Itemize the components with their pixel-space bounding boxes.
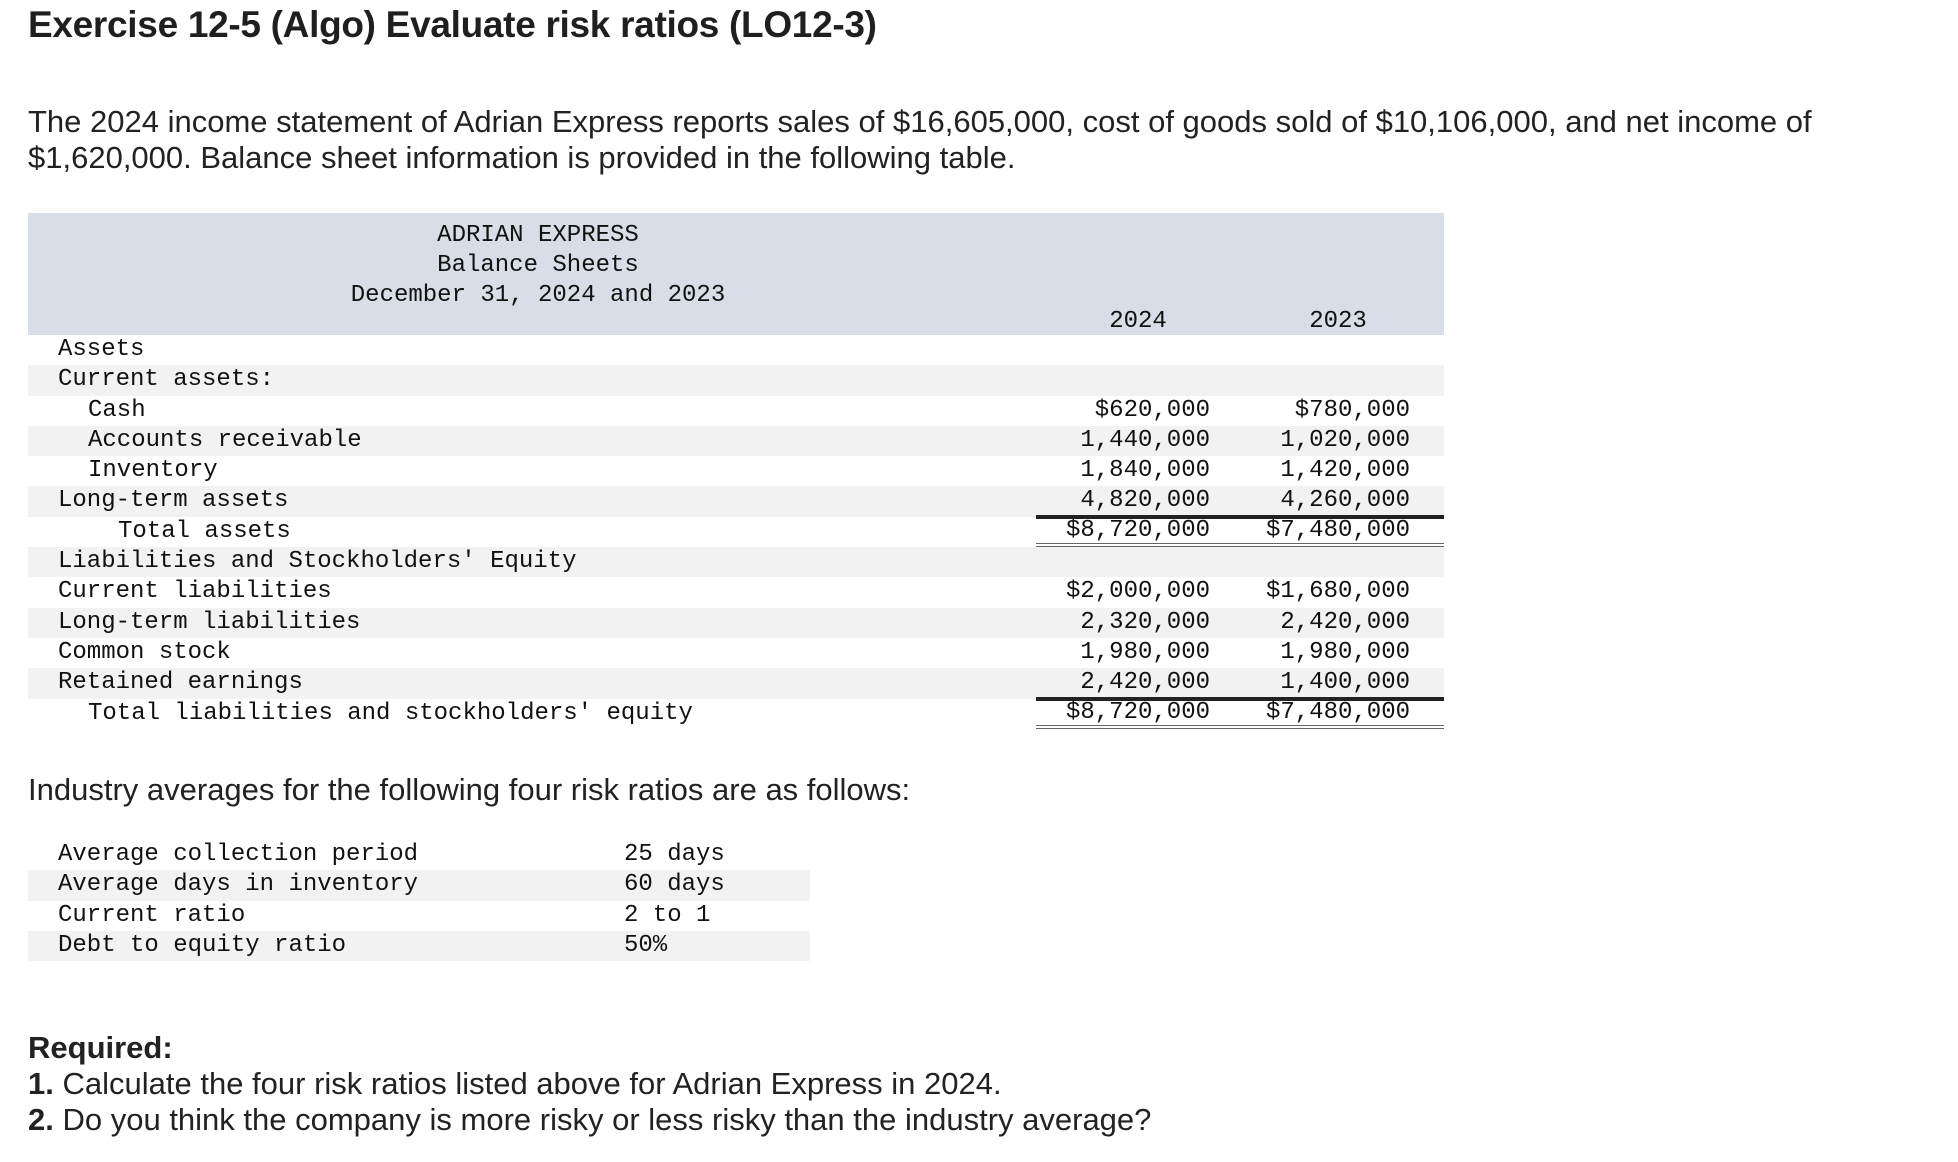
table-row: Current ratio 2 to 1 — [28, 901, 810, 931]
table-row: Total assets $8,720,000 $7,480,000 — [28, 516, 1444, 548]
row-label: Liabilities and Stockholders' Equity — [58, 548, 577, 576]
ratio-value: 2 to 1 — [624, 901, 711, 929]
value-2024: 1,840,000 — [1080, 457, 1210, 485]
table-row: Inventory 1,840,000 1,420,000 — [28, 456, 1444, 486]
statement-name: Balance Sheets — [437, 252, 639, 279]
table-row: Current assets: — [28, 365, 1444, 396]
row-label: Accounts receivable — [88, 426, 362, 454]
ratio-label: Debt to equity ratio — [58, 931, 347, 959]
value-2023: 1,400,000 — [1280, 669, 1410, 697]
column-header-2023: 2023 — [1309, 308, 1367, 335]
row-label: Retained earnings — [58, 669, 303, 697]
value-2024: 2,320,000 — [1080, 608, 1210, 636]
item-text: Calculate the four risk ratios listed ab… — [62, 1066, 1002, 1101]
value-2023: 4,260,000 — [1280, 487, 1410, 515]
row-label: Cash — [88, 396, 146, 424]
total-rule — [1036, 698, 1444, 729]
value-2024: $8,720,000 — [1065, 698, 1210, 726]
value-2024: $620,000 — [1094, 396, 1210, 424]
table-row: Cash $620,000 $780,000 — [28, 396, 1444, 426]
column-header-2024: 2024 — [1109, 308, 1167, 335]
required-item-1: 1. Calculate the four risk ratios listed… — [28, 1066, 1151, 1102]
balance-sheet-header: ADRIAN EXPRESS Balance Sheets December 3… — [28, 213, 1444, 335]
value-2024: $2,000,000 — [1065, 578, 1210, 606]
required-item-2: 2. Do you think the company is more risk… — [28, 1102, 1151, 1138]
company-name: ADRIAN EXPRESS — [437, 222, 639, 249]
page-title: Exercise 12-5 (Algo) Evaluate risk ratio… — [28, 4, 877, 45]
table-row: Common stock 1,980,000 1,980,000 — [28, 638, 1444, 668]
value-2024: 1,980,000 — [1080, 638, 1210, 666]
problem-intro: The 2024 income statement of Adrian Expr… — [28, 104, 1812, 175]
row-label: Current assets: — [58, 366, 275, 394]
ratio-value: 60 days — [624, 871, 725, 899]
balance-sheet-table: ADRIAN EXPRESS Balance Sheets December 3… — [28, 213, 1444, 729]
table-row: Accounts receivable 1,440,000 1,020,000 — [28, 425, 1444, 457]
value-2023: 1,420,000 — [1280, 457, 1410, 485]
table-row: Liabilities and Stockholders' Equity — [28, 547, 1444, 578]
value-2023: 2,420,000 — [1280, 608, 1410, 636]
table-row: Current liabilities $2,000,000 $1,680,00… — [28, 577, 1444, 607]
balance-sheet-body: Assets Current assets: Cash $620,000 $78… — [28, 335, 1444, 729]
table-row: Average days in inventory 60 days — [28, 870, 810, 901]
subtotal-rule — [1036, 514, 1444, 517]
ratio-value: 25 days — [624, 841, 725, 868]
value-2023: $7,480,000 — [1265, 516, 1410, 544]
value-2024: 2,420,000 — [1080, 669, 1210, 697]
table-row: Total liabilities and stockholders' equi… — [28, 698, 1444, 729]
value-2024: 1,440,000 — [1080, 426, 1210, 454]
item-text: Do you think the company is more risky o… — [62, 1102, 1152, 1137]
value-2024: 4,820,000 — [1080, 487, 1210, 515]
total-rule — [1036, 516, 1444, 548]
row-label: Assets — [58, 336, 145, 363]
item-number: 1. — [28, 1066, 54, 1101]
table-row: Long-term liabilities 2,320,000 2,420,00… — [28, 607, 1444, 638]
row-label: Long-term assets — [58, 487, 289, 515]
table-row: Debt to equity ratio 50% — [28, 930, 810, 962]
row-label: Inventory — [88, 457, 218, 485]
row-label: Long-term liabilities — [58, 608, 361, 636]
row-label: Total liabilities and stockholders' equi… — [88, 699, 693, 727]
subtotal-rule — [1036, 696, 1444, 699]
row-label: Current liabilities — [58, 578, 332, 606]
required-section: Required: 1. Calculate the four risk rat… — [28, 1030, 1151, 1138]
value-2023: $780,000 — [1294, 396, 1410, 424]
row-label: Total assets — [118, 517, 291, 545]
table-row: Retained earnings 2,420,000 1,400,000 — [28, 668, 1444, 699]
ratio-label: Average collection period — [58, 841, 419, 868]
value-2023: 1,020,000 — [1280, 426, 1410, 454]
ratio-label: Current ratio — [58, 901, 246, 929]
industry-ratios-table: Average collection period 25 days Averag… — [28, 840, 810, 962]
industry-intro: Industry averages for the following four… — [28, 772, 911, 807]
item-number: 2. — [28, 1102, 54, 1137]
ratio-label: Average days in inventory — [58, 871, 419, 899]
table-row: Assets — [28, 335, 1444, 365]
value-2023: 1,980,000 — [1280, 638, 1410, 666]
value-2023: $7,480,000 — [1265, 698, 1410, 726]
value-2024: $8,720,000 — [1065, 516, 1210, 544]
ratio-value: 50% — [624, 931, 668, 959]
table-row: Long-term assets 4,820,000 4,260,000 — [28, 486, 1444, 517]
value-2023: $1,680,000 — [1265, 578, 1410, 606]
row-label: Common stock — [58, 638, 231, 666]
statement-date: December 31, 2024 and 2023 — [350, 282, 726, 309]
required-heading: Required: — [28, 1030, 173, 1065]
table-row: Average collection period 25 days — [28, 840, 810, 870]
